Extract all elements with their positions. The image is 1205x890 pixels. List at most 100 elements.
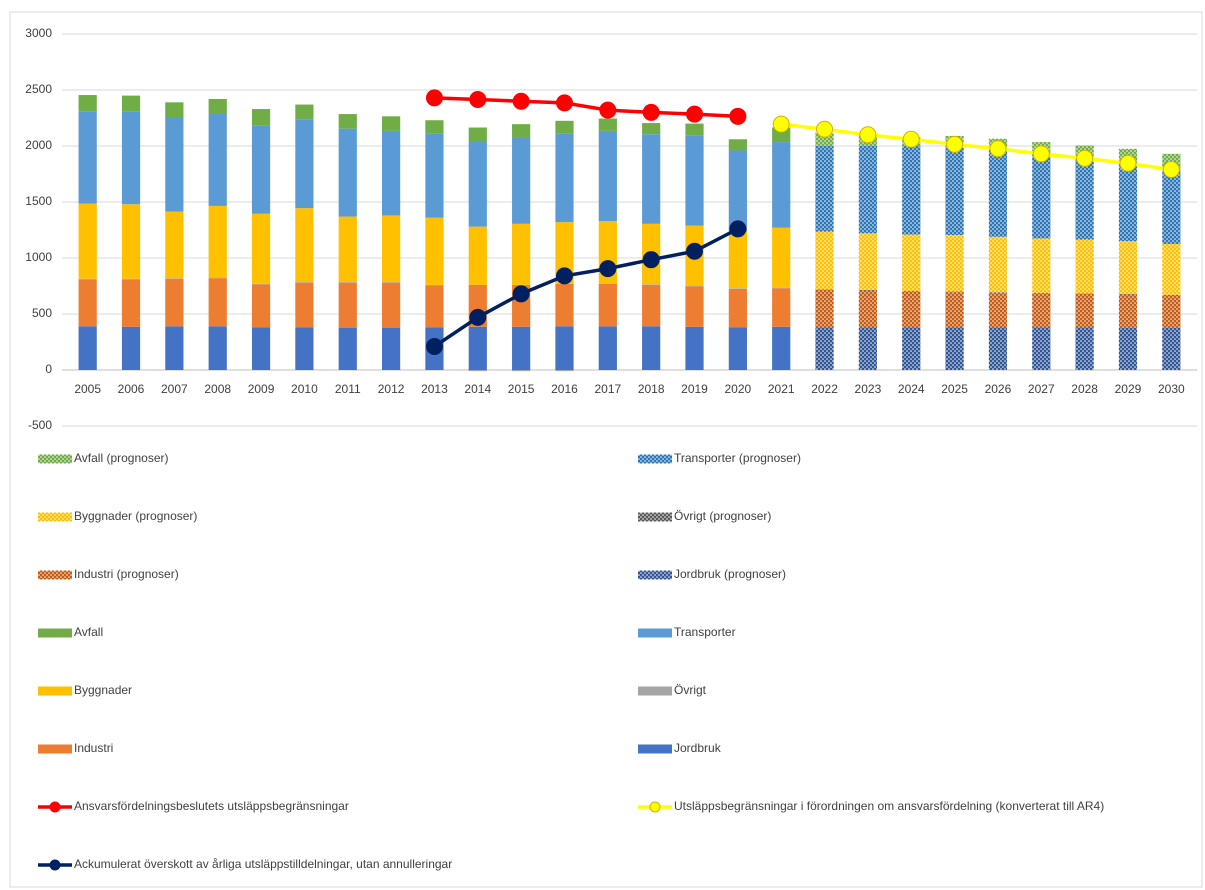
line-marker	[555, 94, 573, 112]
x-tick-label: 2016	[551, 382, 578, 396]
x-tick-label: 2015	[508, 382, 535, 396]
bar	[1032, 327, 1051, 370]
bar	[772, 142, 791, 228]
x-tick-label: 2013	[421, 382, 448, 396]
bar	[425, 133, 444, 218]
bar	[728, 288, 747, 328]
line-marker	[1032, 145, 1050, 163]
line-marker	[642, 103, 660, 121]
bar	[251, 109, 271, 126]
bar	[208, 98, 227, 114]
bar	[121, 326, 141, 370]
bar	[858, 146, 878, 234]
bar	[425, 217, 444, 285]
bar	[1118, 161, 1138, 242]
bar	[858, 289, 878, 291]
x-tick-label: 2020	[725, 382, 752, 396]
bar	[815, 289, 834, 328]
line-marker	[425, 337, 443, 355]
legend-label: Avfall (prognoser)	[74, 451, 169, 465]
x-tick-label: 2022	[811, 382, 838, 396]
bar	[902, 146, 921, 235]
bar	[338, 114, 357, 129]
legend-label: Industri (prognoser)	[74, 567, 179, 581]
bar	[988, 292, 1008, 328]
bar	[1118, 293, 1138, 295]
bar	[685, 286, 704, 287]
bar	[555, 283, 574, 327]
bar	[1162, 328, 1181, 370]
bar	[685, 135, 704, 226]
legend-swatch	[38, 454, 72, 464]
legend-label: Transporter	[674, 625, 736, 639]
y-tick-label: 2000	[25, 138, 52, 152]
bar	[1075, 239, 1094, 294]
line-marker	[1162, 161, 1180, 179]
bar	[858, 233, 878, 290]
bar	[512, 223, 531, 285]
bar	[165, 118, 184, 212]
bar	[295, 208, 314, 283]
bar	[815, 146, 834, 232]
bar	[295, 282, 314, 328]
x-tick-label: 2011	[335, 382, 361, 396]
bar	[425, 285, 444, 328]
legend-label: Transporter (prognoser)	[674, 451, 801, 465]
legend-swatch	[38, 744, 72, 754]
bar	[165, 278, 184, 327]
legend-swatch	[38, 570, 72, 580]
bar	[121, 95, 141, 112]
line-marker	[1119, 154, 1137, 172]
bar	[121, 204, 141, 279]
x-tick-label: 2021	[768, 382, 795, 396]
bar	[208, 326, 227, 370]
bar	[295, 327, 314, 370]
bar	[295, 282, 314, 283]
bar	[772, 287, 791, 289]
legend-swatch	[638, 744, 672, 754]
bar	[555, 133, 574, 223]
legend-label: Avfall	[74, 625, 103, 639]
bar	[988, 236, 1008, 293]
line-marker	[816, 120, 834, 138]
bar	[468, 326, 487, 370]
bar	[1162, 294, 1181, 296]
bar	[815, 327, 834, 370]
legend-marker	[49, 859, 61, 871]
bar	[1118, 294, 1138, 328]
bar	[251, 213, 271, 284]
line-marker	[902, 130, 920, 148]
x-tick-label: 2006	[118, 382, 145, 396]
bar	[642, 284, 661, 327]
bar	[945, 327, 964, 370]
legend-swatch	[38, 628, 72, 638]
bar	[338, 328, 357, 370]
y-tick-label: 3000	[25, 26, 52, 40]
bar	[251, 284, 271, 328]
legend-swatch	[638, 628, 672, 638]
x-tick-label: 2024	[898, 382, 925, 396]
bar	[78, 111, 97, 204]
line-marker	[772, 115, 790, 133]
bar	[772, 326, 791, 370]
bar	[78, 95, 97, 112]
x-tick-label: 2026	[985, 382, 1012, 396]
legend-label: Byggnader (prognoser)	[74, 509, 197, 523]
line-marker	[469, 308, 487, 326]
bar	[1075, 293, 1094, 328]
bar	[251, 327, 271, 370]
legend-label: Ackumulerat överskott av årliga utsläpps…	[74, 857, 452, 871]
bar	[78, 279, 97, 327]
bar	[945, 147, 964, 236]
legend-label: Övrigt (prognoser)	[674, 509, 771, 523]
bar	[815, 289, 834, 290]
bar	[988, 292, 1008, 293]
bar	[381, 282, 401, 283]
bar	[555, 326, 574, 370]
bar	[902, 291, 921, 328]
line-marker	[425, 89, 443, 107]
x-tick-label: 2023	[855, 382, 882, 396]
bar	[78, 278, 97, 280]
bar	[295, 104, 314, 120]
bar	[772, 227, 791, 288]
